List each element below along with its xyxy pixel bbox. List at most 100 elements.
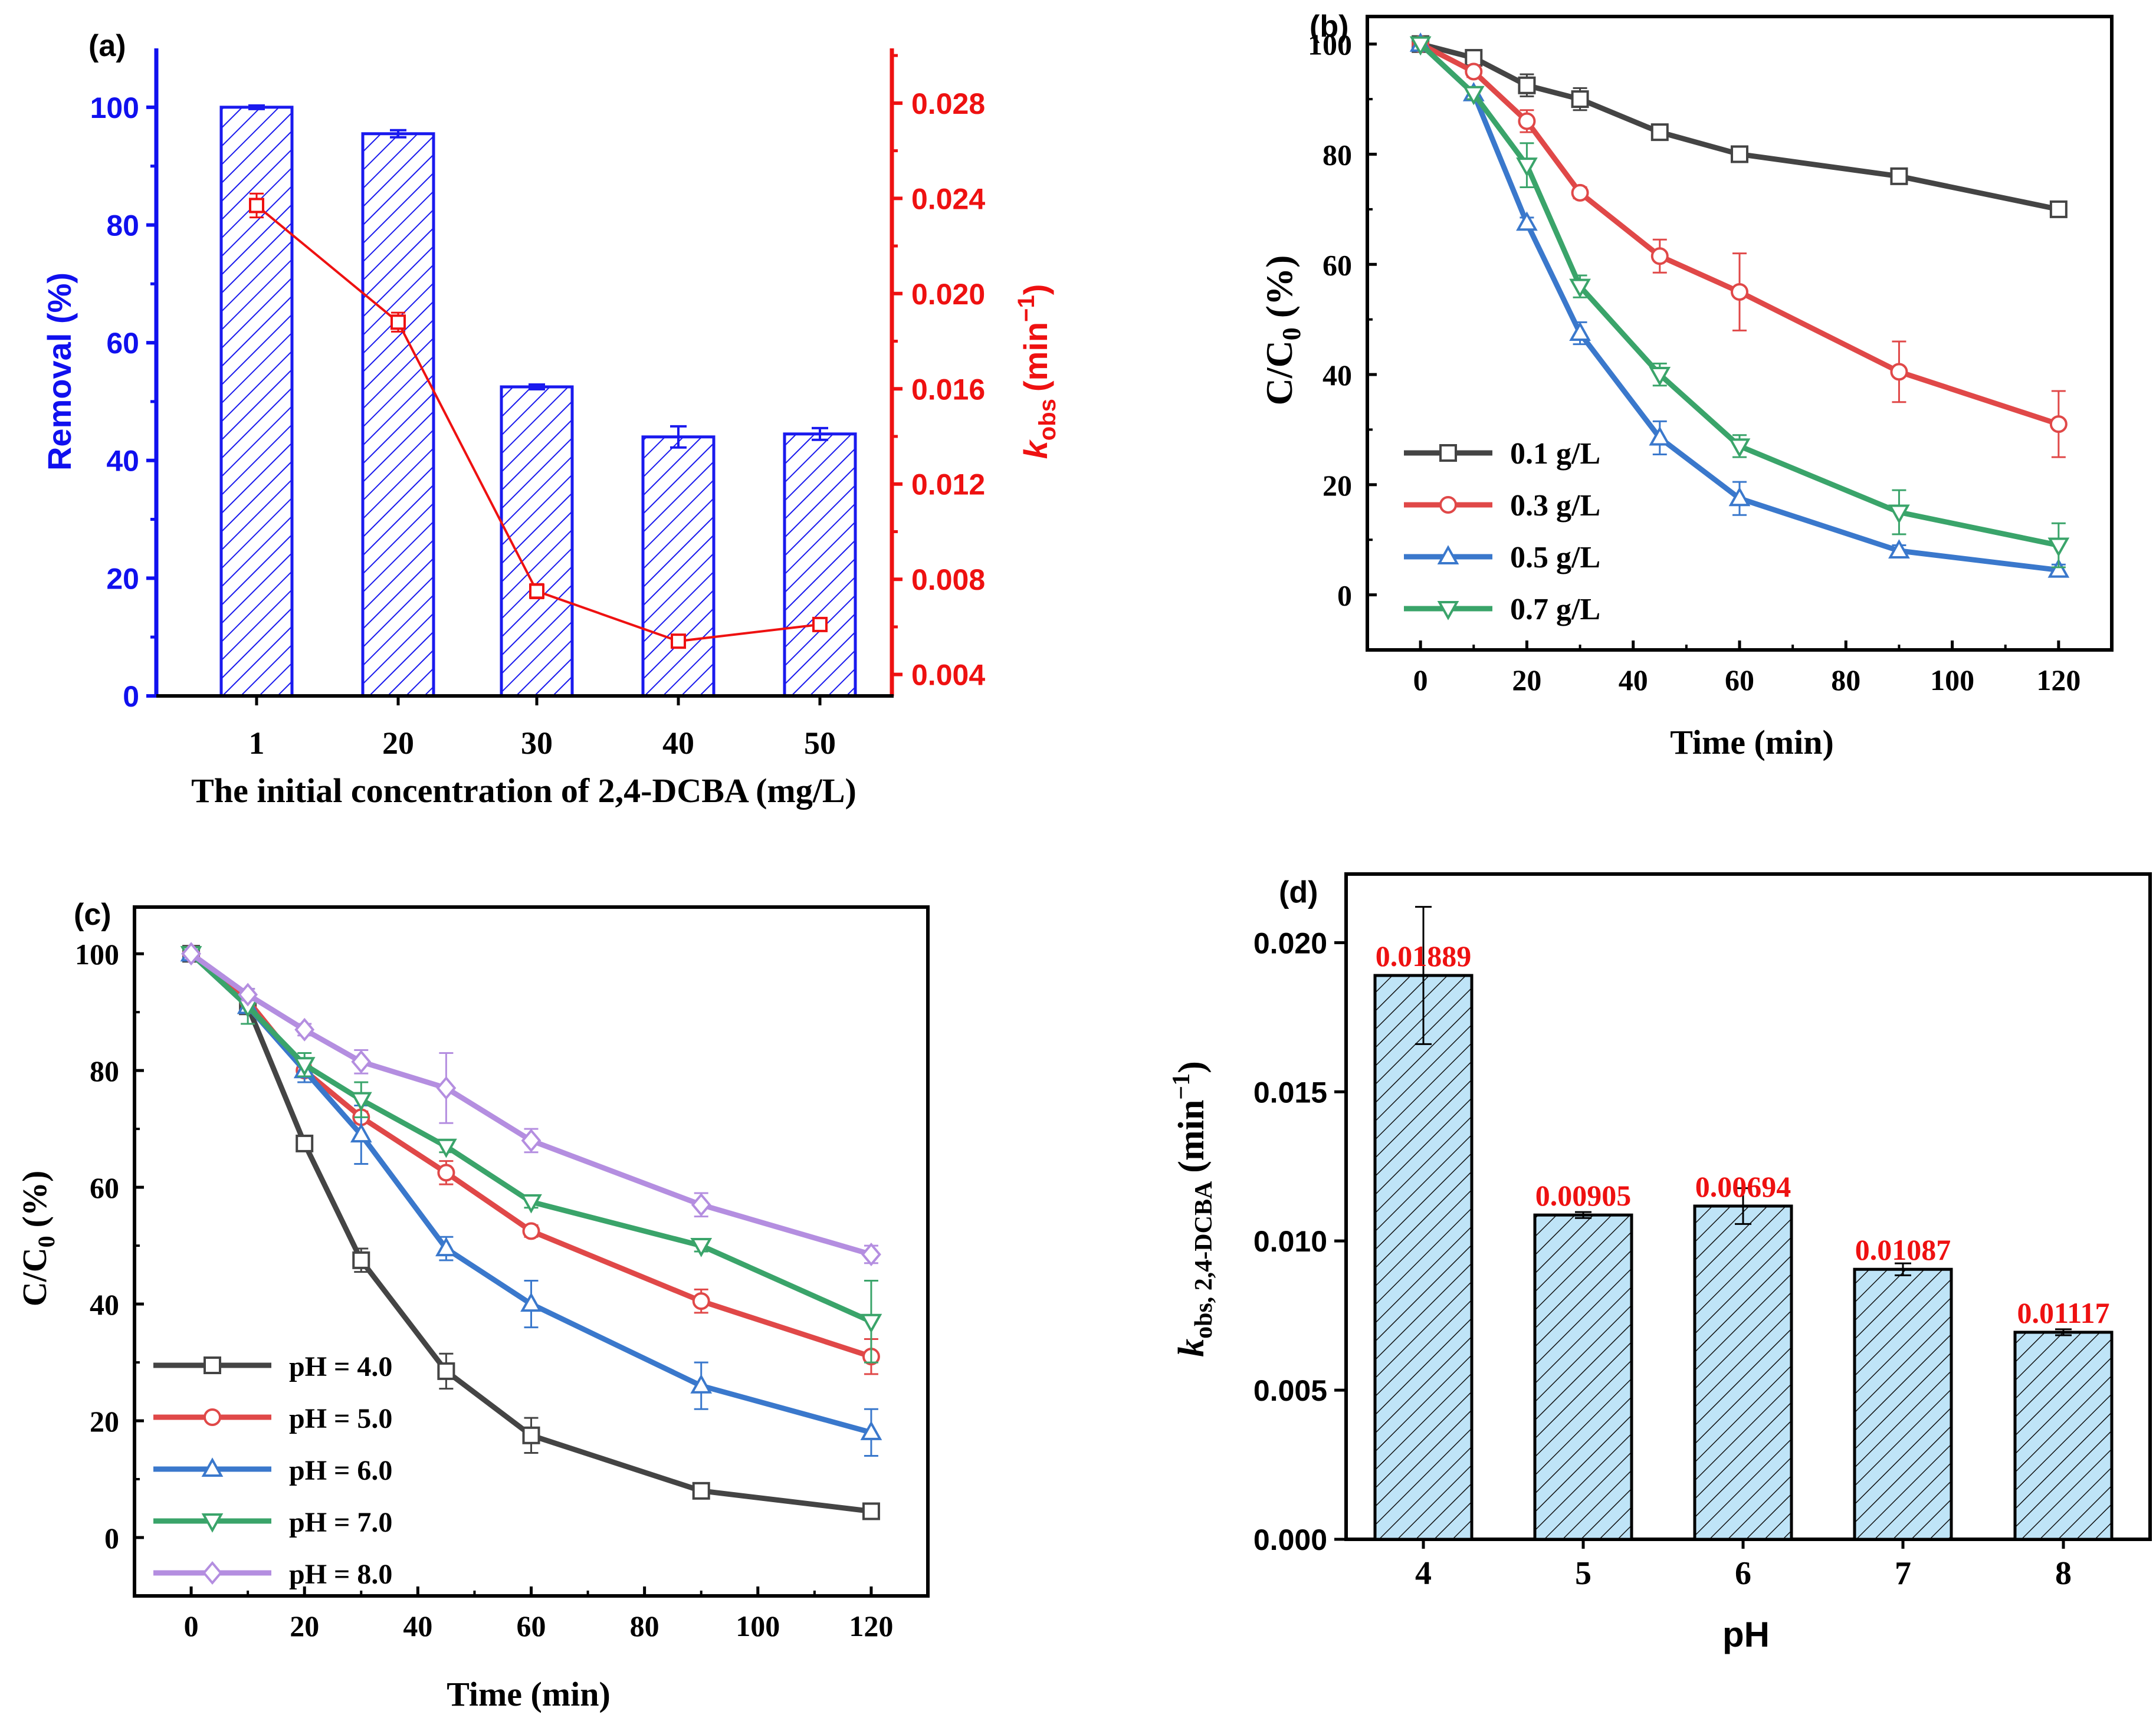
marker-0.7 g/L-45: [1649, 366, 1671, 386]
marker-pH = 8.0-10: [238, 983, 258, 1007]
data-label-ph-4: 0.01889: [1376, 940, 1472, 973]
y-tick-label-40: 40: [1323, 359, 1352, 392]
marker-pH = 8.0-45: [436, 1076, 457, 1100]
marker-0.5 g/L-60: [1728, 487, 1751, 507]
legend-marker-pH = 5.0: [204, 1408, 221, 1426]
panel-a-xlabel: The initial concentration of 2,4-DCBA (m…: [191, 771, 857, 810]
y-tick-label-20: 20: [1323, 469, 1352, 502]
x-tick-label-80: 80: [630, 1609, 659, 1643]
marker-0.3 g/L-60: [1731, 282, 1748, 301]
d-y-tick-label-0.005: 0.005: [1253, 1374, 1327, 1407]
y-tick-label-80: 80: [1323, 138, 1352, 171]
marker-pH = 6.0-120: [860, 1421, 882, 1440]
marker-pH = 8.0-90: [691, 1193, 711, 1217]
y-tick-label-100: 100: [75, 938, 119, 971]
a-x-tick-label-20: 20: [382, 725, 414, 761]
kobs-marker-50: [812, 616, 828, 632]
data-label-ph-5: 0.00905: [1535, 1179, 1632, 1212]
y-tick-label-60: 60: [90, 1171, 119, 1204]
y-tick-label-0: 0: [104, 1522, 119, 1555]
a-left-tick-label-0: 0: [123, 680, 139, 713]
x-tick-label-60: 60: [517, 1609, 546, 1643]
marker-0.1 g/L-60: [1731, 145, 1748, 163]
panel-a-kline: [249, 192, 828, 649]
panel-b-xlabel: Time (min): [1670, 723, 1834, 761]
a-right-tick-label-0.016: 0.016: [911, 373, 985, 406]
d-x-tick-label-6: 6: [1735, 1555, 1751, 1592]
marker-pH = 8.0-60: [521, 1128, 542, 1152]
legend-marker-pH = 4.0: [204, 1356, 221, 1374]
x-tick-label-60: 60: [1725, 663, 1754, 697]
bar-removal-40: [641, 435, 716, 698]
marker-pH = 4.0-60: [522, 1426, 540, 1444]
bar-ph-4: [1373, 974, 1474, 1541]
marker-0.5 g/L-120: [2047, 558, 2070, 578]
marker-0.1 g/L-45: [1650, 123, 1669, 142]
a-left-tick-label-20: 20: [106, 562, 139, 595]
marker-pH = 7.0-30: [350, 1092, 372, 1112]
marker-pH = 7.0-60: [520, 1194, 542, 1214]
legend-marker-pH = 6.0: [201, 1457, 224, 1477]
x-tick-label-0: 0: [1413, 663, 1428, 697]
x-tick-label-0: 0: [184, 1609, 199, 1643]
a-right-tick-label-0.024: 0.024: [911, 182, 985, 215]
legend-label-pH = 5.0: pH = 5.0: [289, 1403, 392, 1434]
a-x-tick-label-40: 40: [662, 725, 694, 761]
panel-d-ylabel: kobs, 2,4-DCBA(min−1): [1168, 1061, 1218, 1357]
a-left-tick-label-60: 60: [106, 327, 139, 360]
series-line-0.1 g/L: [1420, 41, 2059, 212]
marker-0.3 g/L-45: [1650, 247, 1669, 265]
d-y-tick-label-0.000: 0.000: [1253, 1523, 1327, 1556]
legend-label-0.7 g/L: 0.7 g/L: [1510, 593, 1600, 626]
panel-a-label: (a): [88, 29, 126, 63]
marker-0.5 g/L-45: [1649, 426, 1671, 446]
marker-pH = 5.0-60: [522, 1222, 540, 1240]
y-tick-label-0: 0: [1337, 579, 1352, 612]
marker-pH = 8.0-30: [351, 1050, 372, 1074]
kobs-marker-40: [671, 633, 686, 649]
panel-a-left-ticks: 0 20 40 60 80 100: [90, 91, 156, 713]
marker-0.7 g/L-120: [2047, 537, 2070, 557]
legend-marker-0.5 g/L: [1437, 545, 1459, 565]
legend-label-0.1 g/L: 0.1 g/L: [1510, 437, 1600, 471]
marker-pH = 6.0-90: [690, 1374, 713, 1394]
marker-0.5 g/L-90: [1888, 539, 1910, 559]
bar-removal-20: [361, 132, 435, 698]
panel-a-x-ticks: 1 20 30 40 50: [249, 696, 836, 761]
x-tick-label-120: 120: [849, 1609, 893, 1643]
panel-a-left-ylabel: Removal (%): [41, 272, 78, 471]
panel-a-right-ylabel: kobs(min−1): [1013, 284, 1061, 459]
d-x-tick-label-5: 5: [1575, 1555, 1591, 1592]
series-line-pH = 7.0: [189, 951, 872, 1324]
panel-b-plot: 0 20 40 60 80 100 120 0 20 40 60 80 100 0.1 g/L 0.3 g/…: [1308, 28, 2080, 697]
marker-0.1 g/L-30: [1571, 90, 1589, 109]
a-right-tick-label-0.012: 0.012: [911, 468, 985, 501]
a-x-tick-label-1: 1: [249, 725, 265, 761]
x-tick-label-40: 40: [1619, 663, 1648, 697]
marker-pH = 8.0-120: [861, 1242, 881, 1266]
data-label-ph-7: 0.01087: [1855, 1233, 1951, 1266]
legend-label-pH = 7.0: pH = 7.0: [289, 1507, 392, 1538]
y-tick-label-60: 60: [1323, 248, 1352, 281]
panel-b-ylabel: C/C0(%): [1258, 255, 1306, 406]
x-tick-label-120: 120: [2036, 663, 2080, 697]
marker-0.5 g/L-30: [1569, 321, 1591, 341]
marker-pH = 4.0-45: [437, 1362, 455, 1380]
series-line-0.3 g/L: [1419, 41, 2060, 427]
panel-c-plot: 0 20 40 60 80 100 120 0 20 40 60 80 100 pH = 4.0 pH = …: [75, 938, 893, 1643]
legend-marker-0.7 g/L: [1437, 600, 1459, 620]
marker-pH = 4.0-20: [296, 1134, 314, 1152]
bar-ph-7: [1853, 1267, 1953, 1541]
legend-marker-pH = 7.0: [201, 1513, 224, 1533]
marker-pH = 7.0-90: [690, 1238, 713, 1257]
legend-label-0.3 g/L: 0.3 g/L: [1510, 489, 1600, 523]
a-x-tick-label-30: 30: [521, 725, 553, 761]
kobs-marker-20: [390, 314, 406, 330]
a-right-tick-label-0.008: 0.008: [911, 563, 985, 596]
marker-pH = 4.0-120: [862, 1502, 880, 1520]
marker-0.1 g/L-90: [1890, 167, 1908, 185]
marker-0.7 g/L-0: [1409, 36, 1432, 56]
kobs-marker-30: [529, 583, 544, 599]
